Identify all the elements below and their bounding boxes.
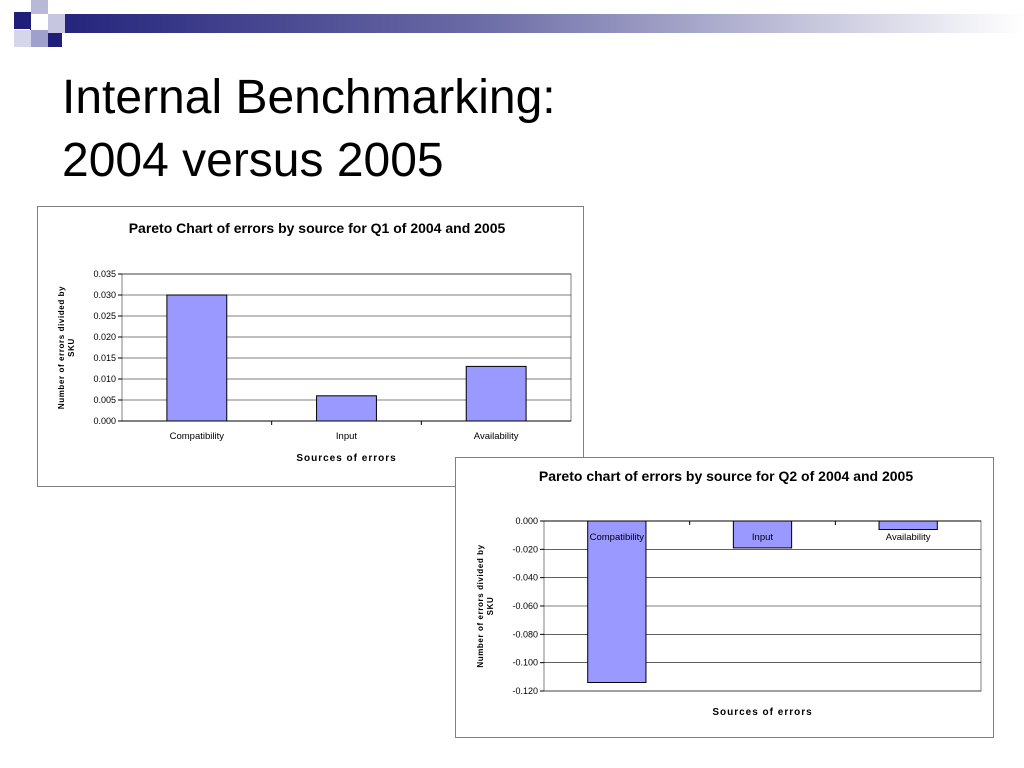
q2-y-tick-label: -0.100: [512, 658, 538, 668]
q1-x-category-label: Compatibility: [170, 431, 225, 442]
q2-y-tick-label: -0.080: [512, 629, 538, 639]
q1-bar-input: [316, 395, 377, 422]
deco-square-dark: [48, 33, 62, 47]
q2-x-category-label: Compatibility: [590, 532, 645, 543]
deco-square-light: [48, 14, 65, 33]
deco-square-dark: [14, 12, 31, 29]
deco-square-light: [31, 0, 48, 14]
q2-y-axis-label-line: Number of errors divided by: [476, 544, 485, 667]
deco-square-mid: [31, 30, 48, 47]
q1-x-axis-label: Sources of errors: [296, 453, 396, 464]
q1-y-tick-label: 0.035: [93, 269, 116, 279]
q1-y-tick-label: 0.005: [93, 395, 116, 405]
q2-y-tick-label: -0.060: [512, 601, 538, 611]
q1-y-axis-label-line: Number of errors divided by: [57, 286, 66, 409]
q1-y-tick-label: 0.000: [93, 416, 116, 426]
q1-pareto-chart: Pareto Chart of errors by source for Q1 …: [37, 206, 584, 487]
q1-x-category-label: Input: [336, 431, 357, 442]
q1-chart-title: Pareto Chart of errors by source for Q1 …: [129, 220, 506, 236]
slide-title: Internal Benchmarking: 2004 versus 2005: [62, 66, 556, 192]
q1-y-tick-label: 0.010: [93, 374, 116, 384]
q2-y-tick-label: -0.040: [512, 573, 538, 583]
q2-y-tick-label: -0.020: [512, 544, 538, 554]
q1-y-axis-label-group: Number of errors divided by SKU: [57, 286, 76, 409]
q2-pareto-chart: Pareto chart of errors by source for Q2 …: [455, 457, 994, 738]
q2-x-axis-label: Sources of errors: [712, 707, 812, 718]
q1-y-tick-label: 0.015: [93, 353, 116, 363]
slide-title-line-2: 2004 versus 2005: [62, 134, 444, 187]
q2-y-tick-label: 0.000: [515, 516, 538, 526]
q1-y-tick-label: 0.030: [93, 290, 116, 300]
q2-chart-title: Pareto chart of errors by source for Q2 …: [539, 468, 913, 484]
header-gradient-bar: [30, 14, 1024, 33]
q2-bar-availability: [878, 520, 938, 530]
q2-y-axis-label-group: Number of errors divided by SKU: [476, 544, 495, 667]
q1-y-tick-label: 0.025: [93, 311, 116, 321]
q2-y-tick-label: -0.120: [512, 686, 538, 696]
q2-bar-compatibility: [587, 520, 647, 683]
q2-chart-svg: Pareto chart of errors by source for Q2 …: [476, 468, 982, 718]
slide-title-line-1: Internal Benchmarking:: [62, 71, 556, 124]
q1-bar-compatibility: [166, 294, 228, 422]
q2-x-category-label: Availability: [886, 532, 931, 543]
q1-chart-svg: Pareto Chart of errors by source for Q1 …: [57, 220, 572, 464]
q1-x-category-label: Availability: [474, 431, 519, 442]
q2-y-axis-label-line: SKU: [486, 597, 495, 616]
q1-y-tick-label: 0.020: [93, 332, 116, 342]
q2-x-category-label: Input: [752, 532, 773, 543]
q1-bar-availability: [465, 365, 527, 422]
q2-bar-input: [732, 520, 793, 549]
header-decoration: [0, 0, 1024, 47]
q1-y-axis-label-line: SKU: [67, 338, 76, 357]
deco-square-pale: [14, 30, 31, 47]
